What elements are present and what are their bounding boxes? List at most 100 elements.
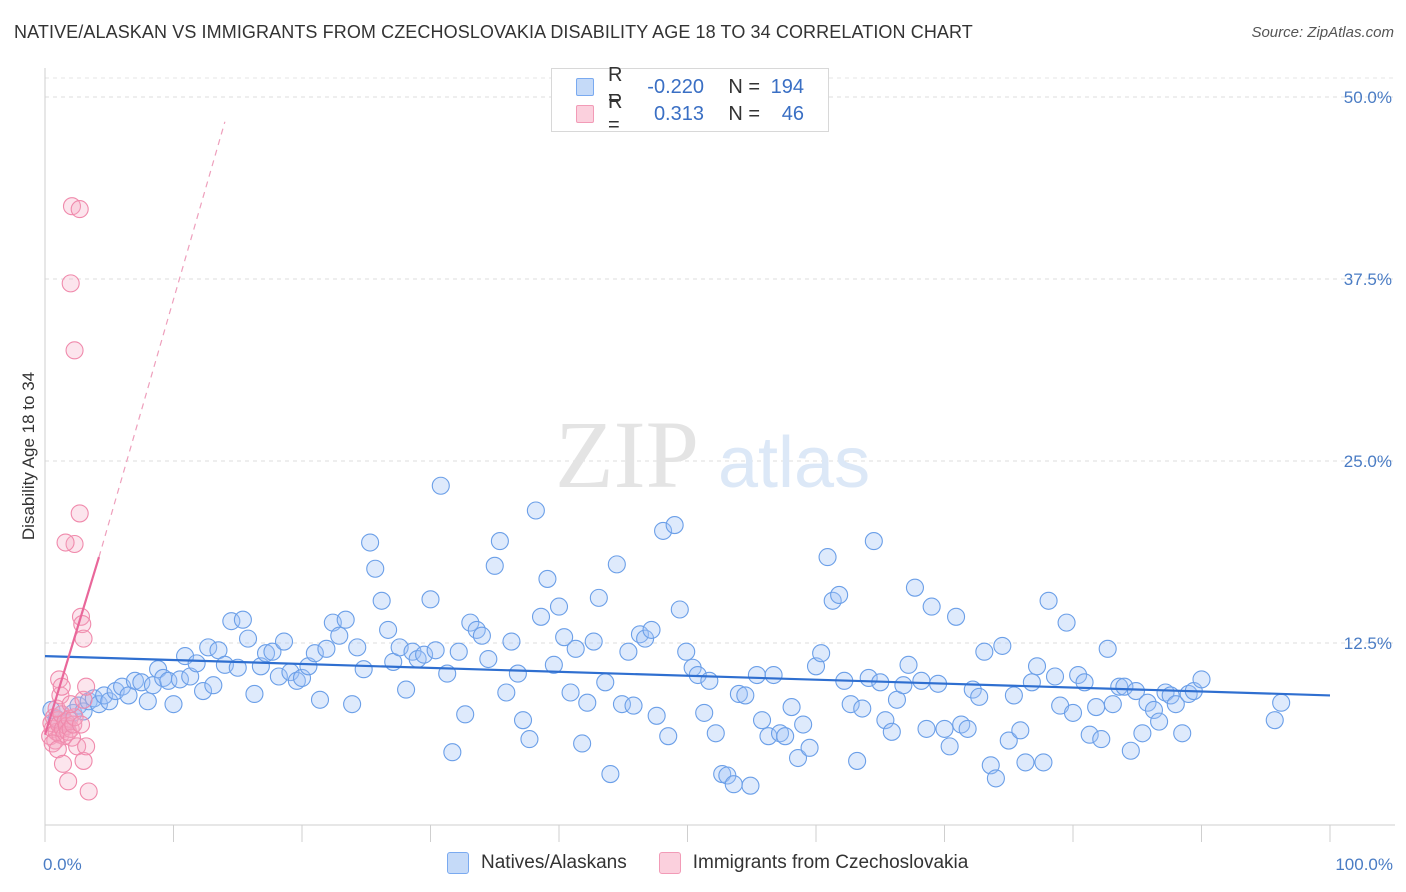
point-czech-21 (48, 740, 67, 759)
point-natives-81 (513, 711, 533, 730)
point-natives-32 (222, 612, 241, 631)
point-natives-104 (647, 706, 666, 725)
point-natives-91 (573, 734, 592, 753)
point-natives-25 (181, 667, 200, 686)
point-czech-26 (74, 751, 93, 770)
point-natives-58 (379, 620, 398, 639)
point-natives-22 (164, 695, 183, 714)
point-czech-27 (77, 737, 96, 756)
legend-row-natives: R = -0.220 N = 194 (576, 64, 804, 109)
point-natives-48 (317, 639, 336, 658)
legend-item-natives[interactable]: Natives/Alaskans (447, 852, 627, 874)
point-natives-191 (1156, 683, 1175, 702)
chart-title: NATIVE/ALASKAN VS IMMIGRANTS FROM CZECHO… (14, 22, 973, 42)
point-natives-83 (526, 501, 545, 520)
point-natives-119 (736, 686, 755, 705)
legend-n-label: N = (728, 75, 760, 98)
point-natives-10 (95, 686, 114, 705)
point-natives-172 (1045, 667, 1065, 686)
point-natives-97 (607, 555, 626, 574)
legend-swatch-natives (576, 78, 594, 96)
point-natives-55 (361, 533, 380, 552)
legend-r-label: R = (608, 91, 623, 136)
watermark-zip: ZIP (555, 401, 699, 508)
legend-item-czech[interactable]: Immigrants from Czechoslovakia (658, 852, 968, 874)
point-natives-96 (601, 764, 620, 784)
gridlines (45, 77, 1395, 644)
point-natives-76 (485, 556, 504, 575)
point-natives-154 (940, 737, 959, 756)
point-natives-179 (1087, 698, 1106, 717)
point-czech-22 (53, 754, 73, 773)
point-natives-43 (287, 671, 306, 690)
point-natives-182 (1103, 695, 1122, 714)
point-natives-79 (502, 632, 521, 651)
point-natives-61 (397, 680, 416, 699)
point-czech-42 (70, 200, 89, 219)
point-natives-137 (841, 695, 860, 714)
point-natives-185 (1121, 741, 1140, 760)
point-natives-26 (187, 654, 206, 673)
y-tick-label-2: 37.5% (1344, 270, 1392, 289)
point-natives-57 (372, 591, 391, 610)
point-natives-127 (782, 698, 801, 717)
point-natives-168 (1022, 673, 1041, 692)
point-natives-186 (1126, 681, 1146, 701)
point-natives-169 (1027, 657, 1047, 676)
point-natives-139 (853, 699, 872, 718)
point-natives-36 (245, 684, 264, 704)
source-label: Source: ZipAtlas.com (1251, 24, 1394, 41)
point-czech-35 (65, 534, 84, 554)
point-natives-86 (544, 655, 563, 674)
point-natives-143 (876, 711, 895, 730)
point-natives-155 (947, 607, 966, 626)
point-natives-77 (490, 532, 509, 551)
point-czech-25 (71, 715, 91, 734)
legend-n-value-czech: 46 (781, 102, 804, 125)
series-legend: Natives/Alaskans Immigrants from Czechos… (447, 852, 1000, 874)
point-natives-146 (894, 676, 913, 695)
tick-labels: 12.5% 25.0% 37.5% 50.0% 0.0% 100.0% (43, 88, 1393, 874)
point-natives-194 (1173, 724, 1192, 743)
point-czech-23 (59, 772, 78, 791)
point-natives-187 (1133, 724, 1152, 743)
point-natives-53 (348, 638, 367, 657)
axes (44, 68, 1395, 842)
point-natives-35 (238, 629, 258, 648)
point-natives-171 (1039, 591, 1058, 610)
point-natives-176 (1069, 665, 1088, 685)
point-natives-199 (1272, 693, 1291, 712)
legend-swatch-czech (658, 852, 681, 874)
point-natives-90 (566, 639, 585, 658)
point-natives-74 (472, 626, 491, 645)
legend-r-label: R = (608, 64, 623, 109)
point-czech-18 (64, 715, 83, 734)
point-natives-82 (520, 730, 539, 749)
point-natives-54 (354, 660, 373, 679)
point-natives-19 (149, 660, 168, 679)
point-natives-174 (1057, 613, 1076, 632)
trend-line-czech (43, 556, 101, 736)
point-natives-184 (1115, 677, 1134, 696)
point-natives-183 (1110, 677, 1129, 696)
point-natives-99 (619, 642, 638, 661)
point-natives-52 (343, 695, 362, 714)
watermark: ZIP atlas (555, 401, 870, 508)
point-natives-27 (194, 681, 213, 701)
point-czech-28 (79, 782, 98, 801)
watermark-atlas: atlas (718, 423, 870, 503)
stats-legend: R = -0.220 N = 194 R = 0.313 N = 46 (551, 64, 829, 136)
point-natives-72 (461, 613, 480, 632)
point-natives-128 (788, 748, 808, 768)
x-tick-label-min: 0.0% (43, 855, 82, 874)
point-natives-113 (700, 671, 719, 690)
point-czech-43 (61, 274, 80, 293)
point-natives-135 (830, 585, 849, 605)
point-czech-44 (65, 341, 84, 360)
trend-line-czech-extension (98, 121, 226, 558)
point-natives-188 (1138, 693, 1157, 712)
point-natives-133 (818, 548, 837, 567)
point-natives-120 (741, 776, 760, 795)
point-natives-17 (138, 692, 157, 711)
point-natives-193 (1166, 695, 1185, 714)
